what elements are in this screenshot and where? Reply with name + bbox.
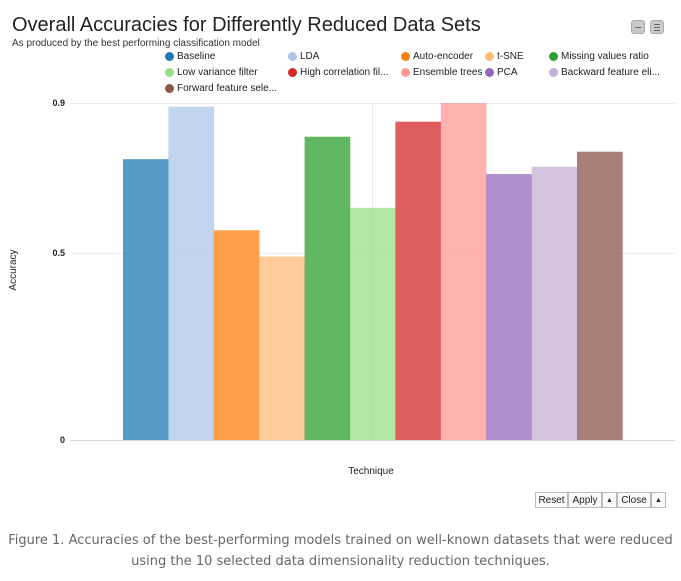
bar-missing-values-ratio[interactable] (304, 136, 351, 440)
y-tick-label: 0.9 (52, 98, 65, 108)
legend-item[interactable]: Low variance filter (165, 67, 258, 78)
bar-baseline[interactable] (123, 159, 169, 440)
legend-item[interactable]: LDA (288, 51, 319, 62)
x-axis-label: Technique (348, 466, 394, 477)
bar-lda[interactable] (168, 106, 215, 440)
bars (123, 103, 623, 440)
legend-item[interactable]: Auto-encoder (401, 51, 473, 62)
chart-subtitle: As produced by the best performing class… (12, 38, 260, 49)
legend-swatch (401, 52, 410, 61)
legend-label: Baseline (177, 51, 216, 62)
legend-label: Missing values ratio (561, 51, 649, 62)
legend-swatch (165, 84, 174, 93)
legend-swatch (485, 52, 494, 61)
legend-swatch (485, 68, 494, 77)
legend-label: Forward feature sele... (177, 83, 278, 94)
legend-item[interactable]: Forward feature sele... (165, 83, 277, 94)
legend-item[interactable]: t-SNE (485, 51, 524, 62)
legend-swatch (288, 68, 297, 77)
legend-item[interactable]: Ensemble trees (401, 67, 482, 78)
legend-label: Low variance filter (177, 67, 258, 78)
chart-title: Overall Accuracies for Differently Reduc… (12, 14, 481, 36)
y-tick-label: 0.5 (52, 248, 65, 258)
legend-swatch (549, 68, 558, 77)
legend-label: PCA (497, 67, 518, 78)
apply-button[interactable]: Apply (568, 492, 602, 508)
figure-caption: Figure 1. Accuracies of the best-perform… (8, 533, 673, 569)
toolbar-menu-button[interactable] (650, 20, 664, 34)
legend-swatch (165, 68, 174, 77)
bar-pca[interactable] (486, 174, 532, 440)
legend-label: Ensemble trees (413, 67, 483, 78)
reset-button[interactable]: Reset (535, 492, 568, 508)
bar-high-correlation-filter[interactable] (395, 121, 442, 440)
legend-swatch (288, 52, 297, 61)
legend-item[interactable]: PCA (485, 67, 518, 78)
legend-item[interactable]: High correlation fil... (288, 67, 388, 78)
legend-item[interactable]: Baseline (165, 51, 215, 62)
legend-swatch (401, 68, 410, 77)
legend-label: LDA (300, 51, 320, 62)
toolbar-toggle-button[interactable] (631, 20, 645, 34)
legend-label: Auto-encoder (413, 51, 474, 62)
y-axis-label: Accuracy (8, 249, 19, 290)
apply-dropdown-button[interactable]: ▲ (602, 492, 617, 508)
close-button[interactable]: Close (617, 492, 651, 508)
close-dropdown-button[interactable]: ▲ (651, 492, 666, 508)
legend-label: Backward feature eli... (561, 67, 660, 78)
bar-ensemble-trees[interactable] (440, 103, 487, 440)
legend-label: t-SNE (497, 51, 524, 62)
bar-backward-feature-elimination[interactable] (531, 166, 578, 440)
y-axis-ticks: 0 0.5 0.9 (52, 98, 65, 445)
bar-low-variance-filter[interactable] (350, 207, 396, 440)
legend-item[interactable]: Backward feature eli... (549, 67, 660, 78)
bar-auto-encoder[interactable] (213, 230, 260, 440)
bar-forward-feature-selection[interactable] (577, 151, 623, 440)
legend-swatch (165, 52, 174, 61)
legend-item[interactable]: Missing values ratio (549, 51, 649, 62)
y-tick-label: 0 (60, 435, 65, 445)
legend-swatch (549, 52, 558, 61)
bar-t-sne[interactable] (259, 256, 305, 441)
legend-label: High correlation fil... (300, 67, 389, 78)
